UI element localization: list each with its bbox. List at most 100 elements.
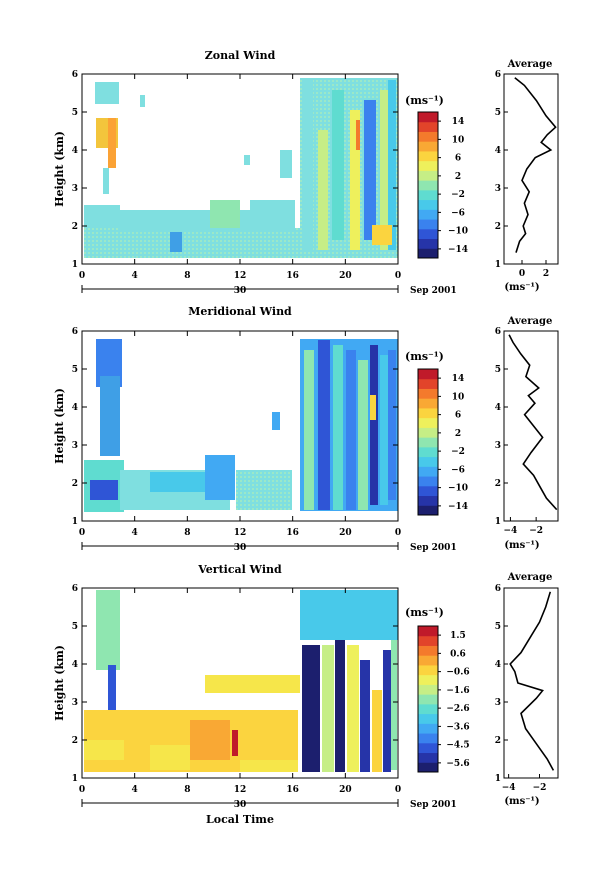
x-tick-label: 4 xyxy=(132,528,138,538)
average-frame xyxy=(503,330,559,522)
colorbar-meridional: 14 10 6 2 −2 −6 −10 −14 xyxy=(417,368,468,516)
colorbar-label: −0.6 xyxy=(446,668,469,678)
colorbar-label: −2.6 xyxy=(446,704,469,714)
date-day: 30 xyxy=(234,800,247,810)
date-bar: 30 Sep 2001 xyxy=(81,542,457,553)
y-tick-label: 2 xyxy=(72,736,78,746)
colorbar-cell xyxy=(418,209,438,220)
colorbar-label: 6 xyxy=(455,411,461,421)
colorbar-cell xyxy=(418,752,438,763)
x-tick-label: 4 xyxy=(132,271,138,281)
avg-y-tick-label: 3 xyxy=(495,441,501,451)
colorbar-cell xyxy=(418,160,438,171)
colorbar-cell xyxy=(418,407,438,419)
avg-y-tick-label: 4 xyxy=(495,660,501,670)
colorbar-label: −1.6 xyxy=(446,686,469,696)
colorbar-cell xyxy=(418,219,438,230)
colorbar-vertical: 1.5 0.6 −0.6 −1.6 −2.6 −3.6 −4.5 −5.6 xyxy=(417,625,470,773)
colorbar-cell xyxy=(418,495,438,506)
x-ticks-meridional: 0 4 8 12 16 20 0 xyxy=(79,331,401,538)
average-frame xyxy=(503,587,559,779)
y-axis-label: Height (km) xyxy=(53,388,66,464)
colorbar-cell xyxy=(418,635,438,646)
colorbar-cell xyxy=(418,733,438,744)
avg-y-tick-label: 1 xyxy=(495,260,501,270)
y-axis-label: Height (km) xyxy=(53,645,66,721)
date-bar: 30 Sep 2001 xyxy=(81,285,457,296)
x-ticks-zonal: 0 4 8 12 16 20 0 xyxy=(79,74,401,281)
colorbar-frame xyxy=(417,625,439,773)
colorbar-cell xyxy=(418,228,438,240)
colorbar-cell xyxy=(418,703,438,715)
y-axis-label: Height (km) xyxy=(53,131,66,207)
y-tick-label: 1 xyxy=(72,774,78,784)
avg-y-tick-label: 2 xyxy=(495,736,501,746)
colorbar-unit: (ms⁻¹) xyxy=(405,350,444,363)
y-tick-label: 3 xyxy=(72,698,78,708)
y-ticks-vertical: 1 1 2 2 3 3 4 4 5 5 6 6 xyxy=(72,584,508,784)
panel-title: Zonal Wind xyxy=(205,49,276,62)
colorbar-cell xyxy=(418,369,438,380)
colorbar-label: −6 xyxy=(451,208,465,218)
panel-vertical: Vertical Wind Height (km) 1 12 23 34 45 56 6 0 xyxy=(53,563,559,826)
colorbar-label: 10 xyxy=(452,392,465,402)
y-tick-label: 6 xyxy=(72,70,78,80)
avg-y-tick-label: 4 xyxy=(495,146,501,156)
y-tick-label: 2 xyxy=(72,479,78,489)
avg-y-tick-label: 2 xyxy=(495,222,501,232)
average-xlabel: (ms⁻¹) xyxy=(504,796,539,807)
colorbar-cell xyxy=(418,505,438,516)
x-axis-label: Local Time xyxy=(206,813,274,826)
avg-y-tick-label: 3 xyxy=(495,184,501,194)
average-x-tick-label: −2 xyxy=(529,526,543,536)
colorbar-cell xyxy=(418,150,438,162)
colorbar-cell xyxy=(418,141,438,152)
colorbar-label: 14 xyxy=(452,117,465,127)
colorbar-label: −3.6 xyxy=(446,722,469,732)
avg-y-tick-label: 1 xyxy=(495,774,501,784)
colorbar-cell xyxy=(418,180,438,191)
date-label: Sep 2001 xyxy=(410,543,457,553)
colorbar-cell xyxy=(418,456,438,467)
x-tick-label: 8 xyxy=(184,271,190,281)
colorbar-cell xyxy=(418,437,438,448)
colorbar-label: −14 xyxy=(448,502,468,512)
date-day: 30 xyxy=(234,286,247,296)
x-ticks-vertical: 0 4 8 12 16 20 0 xyxy=(79,588,401,795)
colorbar-cell xyxy=(418,664,438,676)
date-day: 30 xyxy=(234,543,247,553)
x-tick-label: 20 xyxy=(339,271,352,281)
colorbar-label: 2 xyxy=(455,172,461,182)
colorbar-cell xyxy=(418,674,438,685)
heatmap-vertical xyxy=(82,588,398,778)
avg-y-tick-label: 6 xyxy=(495,70,501,80)
panel-meridional: Meridional Wind Height (km) 1 12 23 34 45 xyxy=(53,305,559,553)
average-x-tick-label: −4 xyxy=(502,783,516,793)
colorbar-cell xyxy=(418,466,438,477)
x-tick-label: 0 xyxy=(79,785,85,795)
average-xlabel: (ms⁻¹) xyxy=(504,540,539,551)
avg-y-tick-label: 6 xyxy=(495,327,501,337)
colorbar-cell xyxy=(418,485,438,497)
y-tick-label: 3 xyxy=(72,184,78,194)
average-profile-vertical: −4 −2 xyxy=(502,587,559,793)
colorbar-cell xyxy=(418,248,438,259)
colorbar-frame xyxy=(417,111,439,259)
x-tick-label: 12 xyxy=(234,528,247,538)
colorbar-unit: (ms⁻¹) xyxy=(405,94,444,107)
colorbar-label: −10 xyxy=(448,484,468,494)
date-label: Sep 2001 xyxy=(410,286,457,296)
average-line xyxy=(508,334,558,511)
colorbar-unit: (ms⁻¹) xyxy=(405,606,444,619)
x-tick-label: 0 xyxy=(79,271,85,281)
colorbar-cell xyxy=(418,645,438,656)
y-tick-label: 3 xyxy=(72,441,78,451)
y-ticks-meridional: 1 1 2 2 3 3 4 4 5 5 6 6 xyxy=(72,327,508,527)
average-line xyxy=(514,77,557,253)
y-tick-label: 6 xyxy=(72,327,78,337)
avg-y-tick-label: 6 xyxy=(495,584,501,594)
colorbar-label: −2 xyxy=(451,447,465,457)
y-tick-label: 4 xyxy=(72,660,78,670)
average-frame xyxy=(503,73,559,265)
